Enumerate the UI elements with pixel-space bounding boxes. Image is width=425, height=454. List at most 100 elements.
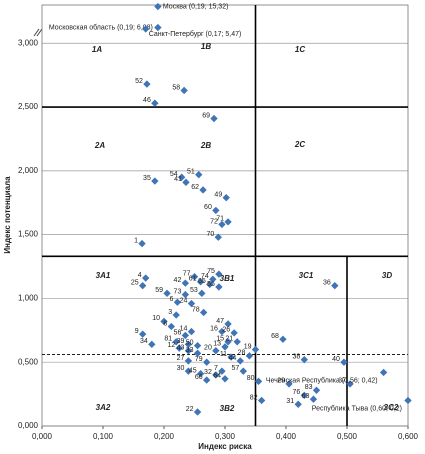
point-label: 65 <box>198 278 206 285</box>
point-label: 83 <box>305 384 313 391</box>
axis-break <box>33 28 43 37</box>
plot-frame <box>41 4 409 427</box>
x-tick-label: 0,100 <box>93 432 114 441</box>
point-label: 41 <box>174 176 182 183</box>
point-label: 82 <box>250 394 258 401</box>
point <box>309 395 318 403</box>
point-label: 55 <box>207 281 215 288</box>
point-label: 56 <box>174 329 182 336</box>
point-label: 8 <box>163 320 167 327</box>
point <box>175 344 183 352</box>
point-label: 10 <box>152 315 160 322</box>
point-label: 4 <box>138 272 142 279</box>
point <box>154 2 162 11</box>
point-label: 64 <box>213 373 221 380</box>
point-label: 15 <box>216 336 224 343</box>
point <box>294 400 302 408</box>
point <box>331 281 339 290</box>
point-label: 62 <box>191 184 199 191</box>
point <box>181 279 190 287</box>
point-label: 13 <box>213 341 221 348</box>
point <box>224 320 232 328</box>
point-label: 46 <box>143 97 151 104</box>
point <box>209 275 217 283</box>
point <box>198 289 206 297</box>
point <box>184 347 193 355</box>
point <box>187 299 196 308</box>
point-label: 11 <box>220 351 227 358</box>
y-tick-label: 1,000 <box>18 294 39 303</box>
point-label: 49 <box>214 191 222 198</box>
point <box>181 331 190 340</box>
point-label: 69 <box>202 112 210 119</box>
point <box>180 86 188 95</box>
point <box>142 274 150 282</box>
point <box>340 358 348 366</box>
point-label: 53 <box>190 287 198 294</box>
point <box>257 396 266 405</box>
point-label: 79 <box>195 356 203 363</box>
point-label: 45 <box>189 368 197 375</box>
point-label: 20 <box>204 345 212 352</box>
point-label: 24 <box>180 297 188 304</box>
point <box>212 347 220 355</box>
point-label: 50 <box>186 339 194 346</box>
point-label: 71 <box>216 216 224 223</box>
y-axis-title: Индекс потенциала <box>3 176 12 254</box>
zone-label: 2A <box>94 141 105 150</box>
point-label: 34 <box>140 338 148 345</box>
point <box>285 380 293 388</box>
point-label: 61 <box>189 276 197 283</box>
point-label: 16 <box>210 325 218 332</box>
point <box>236 357 244 365</box>
point-label: 52 <box>135 78 143 85</box>
point-label: 9 <box>135 328 139 335</box>
x-tick-label: 0,200 <box>154 432 175 441</box>
zone-label: 2C <box>294 140 305 149</box>
point-label: 77 <box>183 271 191 278</box>
point <box>222 193 230 202</box>
point <box>193 349 202 357</box>
point <box>233 338 241 346</box>
point-label: 35 <box>143 175 151 182</box>
x-tick-label: 0,300 <box>215 432 236 441</box>
point <box>212 206 220 215</box>
point <box>221 375 229 383</box>
point <box>178 173 186 181</box>
point-label: 68 <box>271 333 279 340</box>
point-label: 32 <box>204 369 212 376</box>
point <box>190 273 199 281</box>
y-tick-label: 2,500 <box>18 102 39 111</box>
x-axis-title: Индекс риска <box>198 442 252 451</box>
point <box>239 367 247 375</box>
point-label: 60 <box>204 204 212 211</box>
point-label: 30 <box>177 365 185 372</box>
point-label: 40 <box>332 356 340 363</box>
point-annotation: Чеченская Республика (0,56; 0,42) <box>266 376 378 384</box>
y-tick-label: 0,000 <box>18 421 39 430</box>
zone-label: 3B1 <box>220 274 235 283</box>
point <box>173 298 182 306</box>
zone-label: 2B <box>200 141 211 150</box>
point-label: 28 <box>238 350 246 357</box>
point-label: 72 <box>210 218 218 225</box>
point <box>346 380 354 388</box>
point <box>193 341 202 350</box>
point <box>279 335 287 343</box>
point <box>245 352 254 360</box>
point <box>203 376 211 384</box>
point-label: 66 <box>195 374 203 381</box>
zone-label: 3C2 <box>384 403 399 412</box>
point <box>196 370 205 378</box>
point <box>218 367 226 375</box>
point-label: 73 <box>174 288 182 295</box>
point <box>300 391 308 400</box>
point <box>210 114 218 123</box>
point-label: 6 <box>170 296 174 303</box>
x-tick-label: 0,400 <box>276 432 297 441</box>
point-label: 22 <box>186 406 194 413</box>
zone-label: 1C <box>295 45 305 54</box>
zone-label: 3A1 <box>96 271 111 280</box>
point <box>160 317 168 326</box>
